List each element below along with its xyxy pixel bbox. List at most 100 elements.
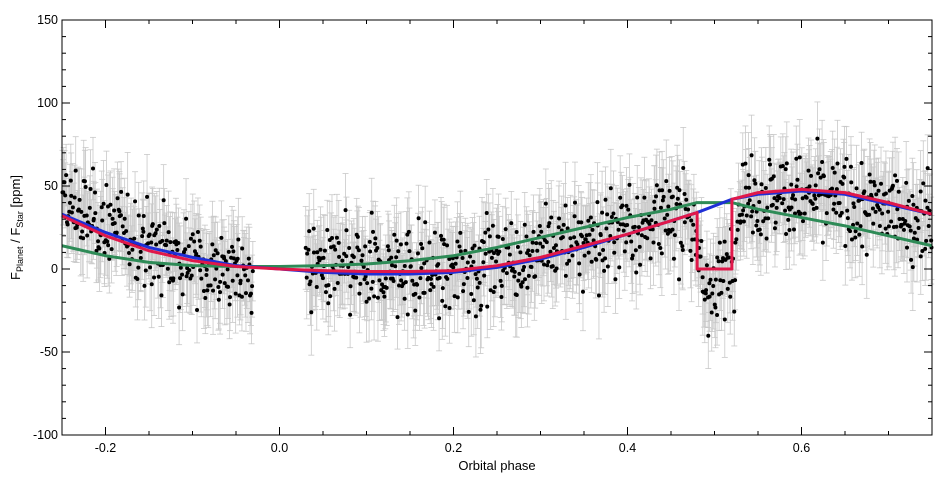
data-point — [314, 284, 319, 289]
data-point — [363, 244, 368, 249]
data-point — [491, 290, 496, 295]
data-point — [369, 286, 374, 291]
data-point — [874, 192, 879, 197]
data-point — [590, 227, 595, 232]
data-point — [530, 248, 535, 253]
data-point — [924, 238, 929, 243]
data-point — [572, 214, 577, 219]
data-point — [656, 242, 661, 247]
data-point — [611, 211, 616, 216]
data-point — [658, 205, 663, 210]
data-point — [514, 293, 519, 298]
data-point — [474, 276, 479, 281]
data-point — [580, 234, 585, 239]
data-point — [757, 227, 762, 232]
data-point — [320, 276, 325, 281]
data-point — [422, 290, 427, 295]
data-point — [920, 249, 925, 254]
data-point — [465, 275, 470, 280]
data-point — [664, 179, 669, 184]
data-point — [334, 235, 339, 240]
data-point — [220, 272, 225, 277]
data-point — [912, 230, 917, 235]
data-point — [540, 244, 545, 249]
data-point — [781, 197, 786, 202]
data-point — [512, 274, 517, 279]
data-point — [672, 233, 677, 238]
data-point — [713, 305, 718, 310]
data-point — [741, 208, 746, 213]
data-point — [545, 263, 550, 268]
data-point — [716, 259, 721, 264]
data-point — [621, 228, 626, 233]
data-point — [763, 186, 768, 191]
data-point — [677, 188, 682, 193]
data-point — [543, 201, 548, 206]
data-point — [91, 216, 96, 221]
data-point — [652, 199, 657, 204]
data-point — [699, 239, 704, 244]
x-tick-label: 0.2 — [445, 441, 462, 455]
data-point — [798, 211, 803, 216]
data-point — [160, 238, 165, 243]
data-point — [726, 255, 731, 260]
data-point — [903, 218, 908, 223]
data-point — [443, 304, 448, 309]
data-point — [382, 294, 387, 299]
data-point — [393, 264, 398, 269]
data-point — [546, 259, 551, 264]
data-point — [211, 253, 216, 258]
data-point — [184, 216, 189, 221]
data-point — [752, 178, 757, 183]
data-point — [550, 264, 555, 269]
data-point — [753, 181, 758, 186]
data-point — [824, 211, 829, 216]
data-point — [794, 184, 799, 189]
data-point — [360, 253, 365, 258]
data-point — [72, 195, 77, 200]
data-point — [929, 238, 934, 243]
data-point — [516, 278, 521, 283]
data-point — [708, 277, 713, 282]
data-point — [239, 294, 244, 299]
data-point — [348, 312, 353, 317]
data-point — [541, 262, 546, 267]
data-point — [63, 193, 68, 198]
data-point — [738, 219, 743, 224]
data-point — [328, 294, 333, 299]
data-point — [710, 291, 715, 296]
y-tick-label: -100 — [33, 428, 58, 442]
data-point — [337, 254, 342, 259]
data-point — [326, 301, 331, 306]
data-point — [587, 232, 592, 237]
data-point — [140, 234, 145, 239]
data-point — [415, 251, 420, 256]
data-point — [674, 202, 679, 207]
data-point — [213, 248, 218, 253]
data-point — [620, 203, 625, 208]
data-point — [871, 179, 876, 184]
data-point — [809, 173, 814, 178]
data-point — [429, 282, 434, 287]
data-point — [767, 162, 772, 167]
data-point — [707, 294, 712, 299]
y-axis-title: FPlanet / FStar [ppm] — [8, 175, 25, 280]
data-point — [404, 241, 409, 246]
data-point — [722, 239, 727, 244]
y-tick-label: 50 — [44, 179, 58, 193]
data-point — [754, 223, 759, 228]
data-point — [682, 192, 687, 197]
data-point — [80, 229, 85, 234]
data-point — [156, 274, 161, 279]
data-point — [648, 256, 653, 261]
data-point — [883, 191, 888, 196]
data-point — [392, 232, 397, 237]
data-point — [318, 247, 323, 252]
data-point — [598, 233, 603, 238]
data-point — [666, 204, 671, 209]
data-point — [471, 298, 476, 303]
data-point — [689, 218, 694, 223]
data-point — [707, 281, 712, 286]
data-point — [124, 229, 129, 234]
data-point — [246, 256, 251, 261]
